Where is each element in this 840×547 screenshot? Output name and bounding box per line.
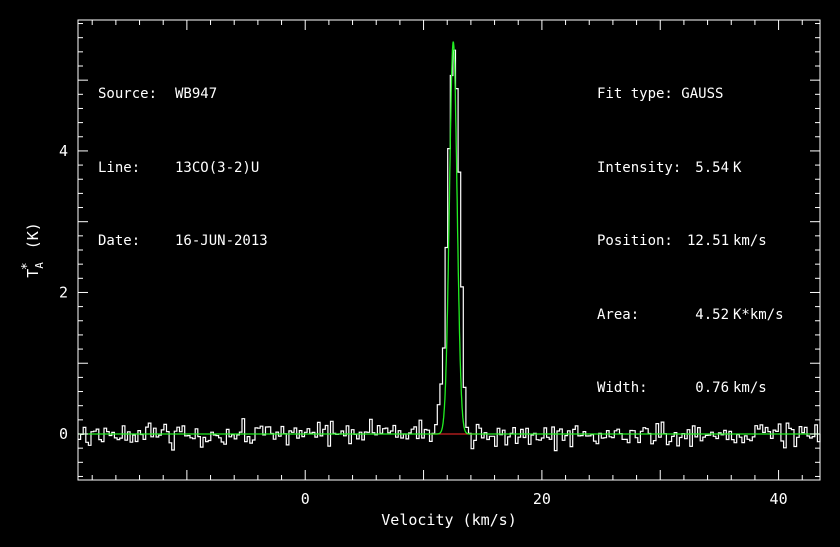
tick-labels-layer: 0 20 40 0 2 4 (59, 142, 788, 508)
fit-info-block: Fit type: GAUSS Intensity: 5.54 K Position… (597, 33, 784, 425)
fit-type-value: GAUSS (681, 86, 724, 102)
width-label: Width: (597, 380, 648, 396)
date-label: Date: (98, 233, 141, 249)
line-label: Line: (98, 159, 141, 176)
date-value: 16-JUN-2013 (175, 233, 268, 249)
svg-text:TA* (K): TA* (K) (20, 222, 46, 278)
x-tick-label: 40 (770, 490, 788, 508)
position-unit: km/s (733, 233, 767, 249)
intensity-label: Intensity: (597, 159, 682, 176)
fit-type-row: Fit type: GAUSS (597, 82, 784, 107)
y-tick-label: 4 (59, 142, 68, 160)
position-label: Position: (597, 233, 673, 249)
area-value: 4.52 (695, 306, 729, 323)
source-info-block: Source: WB947 Line: 13CO(3-2)U Date: 16-JUN… (98, 33, 268, 278)
position-value: 12.51 (687, 233, 730, 249)
width-row: Width: 0.76 km/s (597, 376, 784, 401)
intensity-value: 5.54 (695, 159, 729, 176)
source-row: Source: WB947 (98, 82, 268, 107)
date-row: Date: 16-JUN-2013 (98, 229, 268, 254)
source-value: WB947 (175, 86, 218, 102)
width-unit: km/s (733, 380, 767, 396)
fit-type-label: Fit type: (597, 86, 673, 102)
position-row: Position: 12.51 km/s (597, 229, 784, 254)
area-row: Area: 4.52 K*km/s (597, 303, 784, 328)
line-value: 13CO(3-2)U (175, 159, 260, 176)
intensity-row: Intensity: 5.54 K (597, 156, 784, 181)
y-tick-label: 2 (59, 283, 68, 301)
area-unit: K*km/s (733, 306, 784, 323)
x-axis-label: Velocity (km/s) (381, 511, 516, 529)
line-row: Line: 13CO(3-2)U (98, 156, 268, 181)
source-label: Source: (98, 86, 158, 102)
gaussian-fit-line (78, 41, 820, 435)
ticks-layer (78, 20, 820, 480)
x-tick-label: 0 (301, 490, 310, 508)
x-tick-label: 20 (533, 490, 551, 508)
y-tick-label: 0 (59, 425, 68, 443)
area-label: Area: (597, 306, 640, 323)
y-axis-label: TA* (K) (20, 222, 46, 278)
intensity-unit: K (733, 159, 742, 176)
fit-layer (78, 41, 820, 435)
width-value: 0.76 (695, 380, 729, 396)
